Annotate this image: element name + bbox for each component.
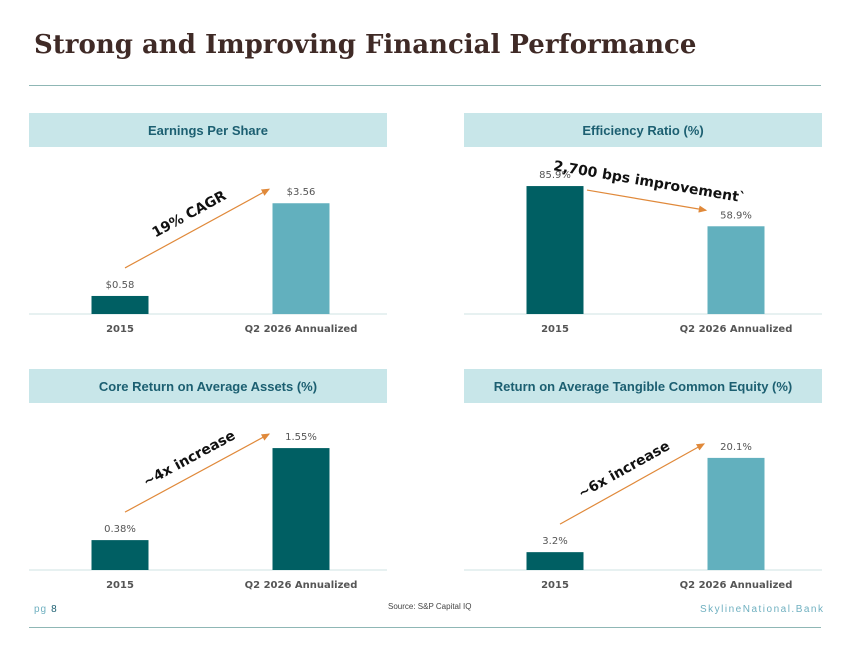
data-label: $0.58 bbox=[106, 280, 135, 291]
annotation-arrow bbox=[559, 443, 706, 525]
eps-chart-title: Earnings Per Share bbox=[29, 113, 387, 147]
rotce-panel: Return on Average Tangible Common Equity… bbox=[464, 369, 822, 593]
category-label: Q2 2026 Annualized bbox=[680, 324, 793, 335]
bar bbox=[707, 226, 765, 314]
page-number-value: 8 bbox=[51, 604, 58, 615]
page-label: pg bbox=[34, 604, 48, 615]
source-note: Source: S&P Capital IQ bbox=[388, 602, 472, 611]
category-label: Q2 2026 Annualized bbox=[245, 580, 358, 591]
annotation-arrow bbox=[124, 188, 271, 269]
rotce-chart-title: Return on Average Tangible Common Equity… bbox=[464, 369, 822, 403]
data-label: 85.9% bbox=[539, 170, 571, 181]
page-title: Strong and Improving Financial Performan… bbox=[34, 30, 697, 60]
bar bbox=[272, 448, 330, 570]
category-label: Q2 2026 Annualized bbox=[680, 580, 793, 591]
bar bbox=[272, 203, 330, 314]
category-label: 2015 bbox=[541, 580, 569, 591]
brand-url: SkylineNational.Bank bbox=[700, 604, 825, 615]
data-label: $3.56 bbox=[287, 187, 316, 198]
category-label: 2015 bbox=[541, 324, 569, 335]
data-label: 0.38% bbox=[104, 524, 136, 535]
footer-divider bbox=[29, 627, 821, 628]
bar bbox=[91, 295, 149, 314]
title-divider bbox=[29, 85, 821, 86]
bar bbox=[707, 457, 765, 570]
data-label: 1.55% bbox=[285, 432, 317, 443]
data-label: 3.2% bbox=[542, 536, 567, 547]
eps-panel: Earnings Per Share $0.58 2015 $3.56 Q2 2026… bbox=[29, 113, 387, 337]
roaa-chart-title: Core Return on Average Assets (%) bbox=[29, 369, 387, 403]
category-label: 2015 bbox=[106, 324, 134, 335]
bar bbox=[91, 540, 149, 570]
category-label: 2015 bbox=[106, 580, 134, 591]
annotation-arrow bbox=[124, 433, 271, 513]
data-label: 20.1% bbox=[720, 442, 752, 453]
bar bbox=[526, 186, 584, 314]
bar bbox=[526, 552, 584, 570]
annotation-arrow bbox=[586, 189, 708, 213]
efficiency-panel: Efficiency Ratio (%) 85.9% 2015 58.9% Q2 20… bbox=[464, 113, 822, 337]
data-label: 58.9% bbox=[720, 210, 752, 221]
roaa-panel: Core Return on Average Assets (%) 0.38% 2… bbox=[29, 369, 387, 593]
efficiency-chart-title: Efficiency Ratio (%) bbox=[464, 113, 822, 147]
category-label: Q2 2026 Annualized bbox=[245, 324, 358, 335]
page-number: pg 8 bbox=[34, 604, 58, 615]
